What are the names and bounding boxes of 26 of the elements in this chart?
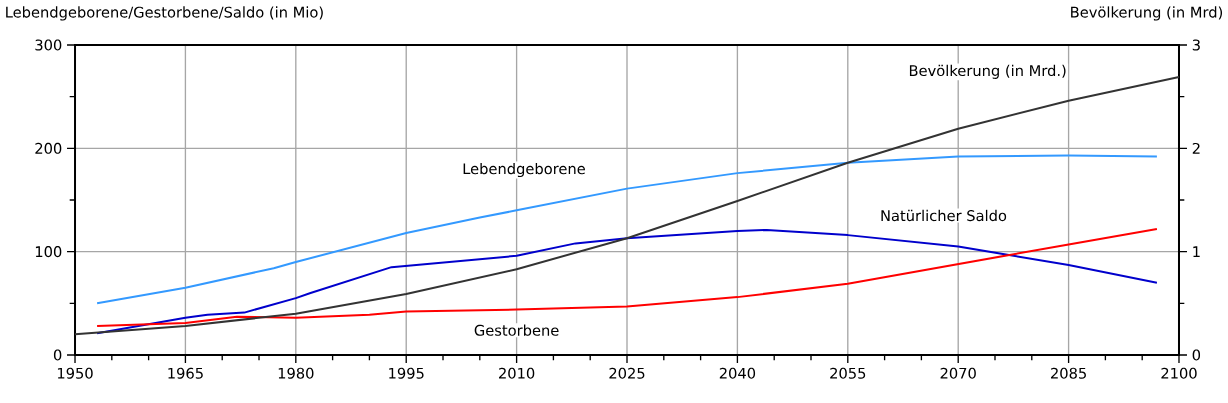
y2-tick-label: 0 <box>1192 349 1201 361</box>
series-label: Bevölkerung (in Mrd.) <box>909 64 1066 79</box>
series-label: Gestorbene <box>474 324 559 336</box>
x-tick-label: 2010 <box>499 367 535 379</box>
x-tick-label: 2085 <box>1051 367 1086 379</box>
y2-tick-label: 1 <box>1193 246 1200 257</box>
y-axis-title: Lebendgeborene/Gestorbene/Saldo (in Mio) <box>6 6 323 21</box>
x-tick-label: 2055 <box>830 367 866 379</box>
x-tick-label: 2025 <box>609 367 645 379</box>
x-tick-label: 1980 <box>278 367 314 379</box>
line-series <box>96 154 1158 305</box>
x-tick-label: 1965 <box>168 367 203 379</box>
x-tick-label: 1950 <box>57 367 93 379</box>
y-tick-label: 100 <box>35 246 62 258</box>
series-label: Natürlicher Saldo <box>881 209 1007 222</box>
x-tick-label: 2040 <box>719 367 756 379</box>
x-tick-label: 2070 <box>940 367 976 379</box>
y-tick-label: 300 <box>35 39 62 51</box>
y2-axis-title: Bevölkerung (in Mrd) <box>1071 6 1223 21</box>
y-tick-label: 200 <box>35 142 62 154</box>
series-label: Lebendgeborene <box>463 162 585 178</box>
x-tick-label: 2100 <box>1161 367 1197 379</box>
y2-tick-label: 3 <box>1192 39 1200 51</box>
y-tick-label: 0 <box>53 349 62 361</box>
x-tick-label: 1995 <box>389 367 424 379</box>
y2-tick-label: 2 <box>1192 142 1200 154</box>
